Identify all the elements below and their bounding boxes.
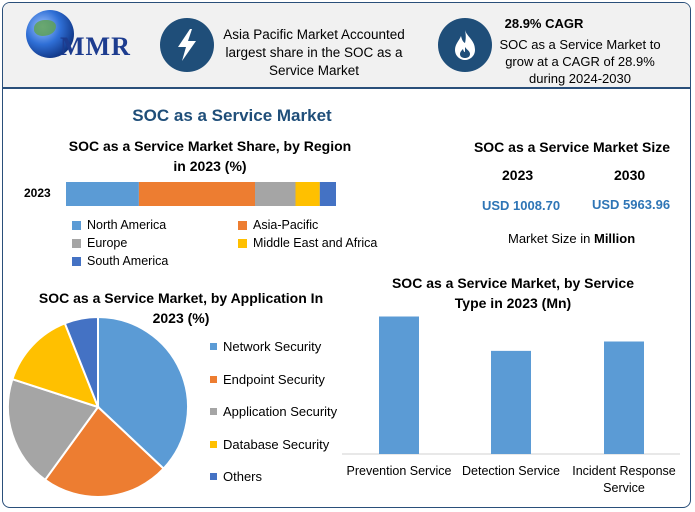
legend-swatch bbox=[210, 375, 217, 383]
legend-label: North America bbox=[87, 218, 167, 232]
flame-icon bbox=[438, 18, 492, 72]
legend-swatch bbox=[210, 440, 217, 448]
region-bar-segment-north-america bbox=[66, 182, 139, 206]
pie-slice-others bbox=[63, 315, 99, 408]
fact2-title: 28.9% CAGR bbox=[504, 16, 584, 31]
legend-label: Europe bbox=[87, 236, 128, 250]
service-bar-incident-response-service bbox=[604, 341, 644, 454]
legend-swatch bbox=[72, 256, 81, 266]
region-bar-segment-asia-pacific bbox=[138, 182, 255, 206]
legend-label: Others bbox=[223, 469, 263, 484]
legend-label: Middle East and Africa bbox=[253, 236, 378, 250]
market-year-2030: 2030 bbox=[614, 167, 646, 183]
pie-legend-database-security: Database Security bbox=[210, 437, 329, 452]
region-bar-segment-europe bbox=[255, 182, 296, 206]
pie-legend-others: Others bbox=[210, 469, 262, 484]
region-legend-europe: Europe bbox=[72, 236, 127, 250]
fact2-text: SOC as a Service Market to grow at a CAG… bbox=[499, 37, 661, 86]
pie-legend-application-security: Application Security bbox=[210, 404, 337, 419]
region-legend-middle-east-and-africa: Middle East and Africa bbox=[238, 236, 377, 250]
globe-land-decoration bbox=[34, 20, 56, 36]
region-chart-title: SOC as a Service Market Share, by Region… bbox=[68, 138, 352, 174]
pie-slice-network-security bbox=[97, 315, 189, 471]
legend-swatch bbox=[238, 238, 247, 248]
region-legend-south-america: South America bbox=[72, 254, 168, 268]
service-bar-prevention-service bbox=[379, 316, 419, 454]
legend-label: Asia-Pacific bbox=[253, 218, 319, 232]
service-tick-detection-service: Detection Service bbox=[462, 464, 560, 478]
legend-swatch bbox=[72, 220, 81, 230]
market-size-note: Market Size in Million bbox=[508, 231, 635, 246]
legend-label: Database Security bbox=[223, 436, 330, 452]
logo-text: MMR bbox=[60, 32, 131, 61]
application-chart-title: SOC as a Service Market, by Application … bbox=[38, 290, 324, 326]
market-size-note-unit: Million bbox=[593, 231, 636, 246]
pie-legend-endpoint-security: Endpoint Security bbox=[210, 372, 325, 387]
market-year-2023: 2023 bbox=[502, 167, 534, 183]
market-size-title: SOC as a Service Market Size bbox=[473, 139, 671, 155]
service-tick-incident-response-service: Incident Response Service bbox=[572, 464, 676, 495]
main-title: SOC as a Service Market bbox=[132, 106, 332, 125]
legend-swatch bbox=[210, 473, 217, 480]
market-value-2030: USD 5963.96 bbox=[592, 197, 671, 212]
legend-label: Network Security bbox=[223, 339, 322, 354]
legend-swatch bbox=[238, 220, 247, 230]
pie-legend-network-security: Network Security bbox=[210, 339, 321, 354]
pie-slice-endpoint-security bbox=[43, 405, 166, 498]
region-legend-north-america: North America bbox=[72, 218, 166, 232]
fact1-text: Asia Pacific Market Accounted largest sh… bbox=[223, 27, 405, 78]
legend-swatch bbox=[72, 238, 81, 248]
market-value-2023: USD 1008.70 bbox=[482, 198, 561, 213]
legend-swatch bbox=[210, 343, 217, 350]
legend-swatch bbox=[210, 408, 217, 415]
legend-label: Endpoint Security bbox=[223, 371, 325, 387]
pie-slice-database-security bbox=[11, 322, 100, 409]
header-divider bbox=[3, 87, 690, 89]
header-band bbox=[3, 3, 690, 87]
region-bar-segment-middle-east-and-africa bbox=[295, 182, 320, 206]
market-size-note-prefix: Market Size in bbox=[508, 231, 594, 246]
lightning-icon bbox=[160, 18, 214, 72]
pie-slice-application-security bbox=[7, 377, 100, 482]
service-tick-prevention-service: Prevention Service bbox=[346, 464, 452, 478]
service-chart-title: SOC as a Service Market, by Service Type… bbox=[391, 275, 635, 311]
region-legend-asia-pacific: Asia-Pacific bbox=[238, 218, 318, 232]
service-bar-detection-service bbox=[491, 350, 531, 454]
legend-label: Application Security bbox=[223, 404, 338, 419]
region-bar-segment-south-america bbox=[319, 182, 336, 206]
region-category-label: 2023 bbox=[24, 186, 51, 200]
legend-label: South America bbox=[87, 254, 169, 268]
